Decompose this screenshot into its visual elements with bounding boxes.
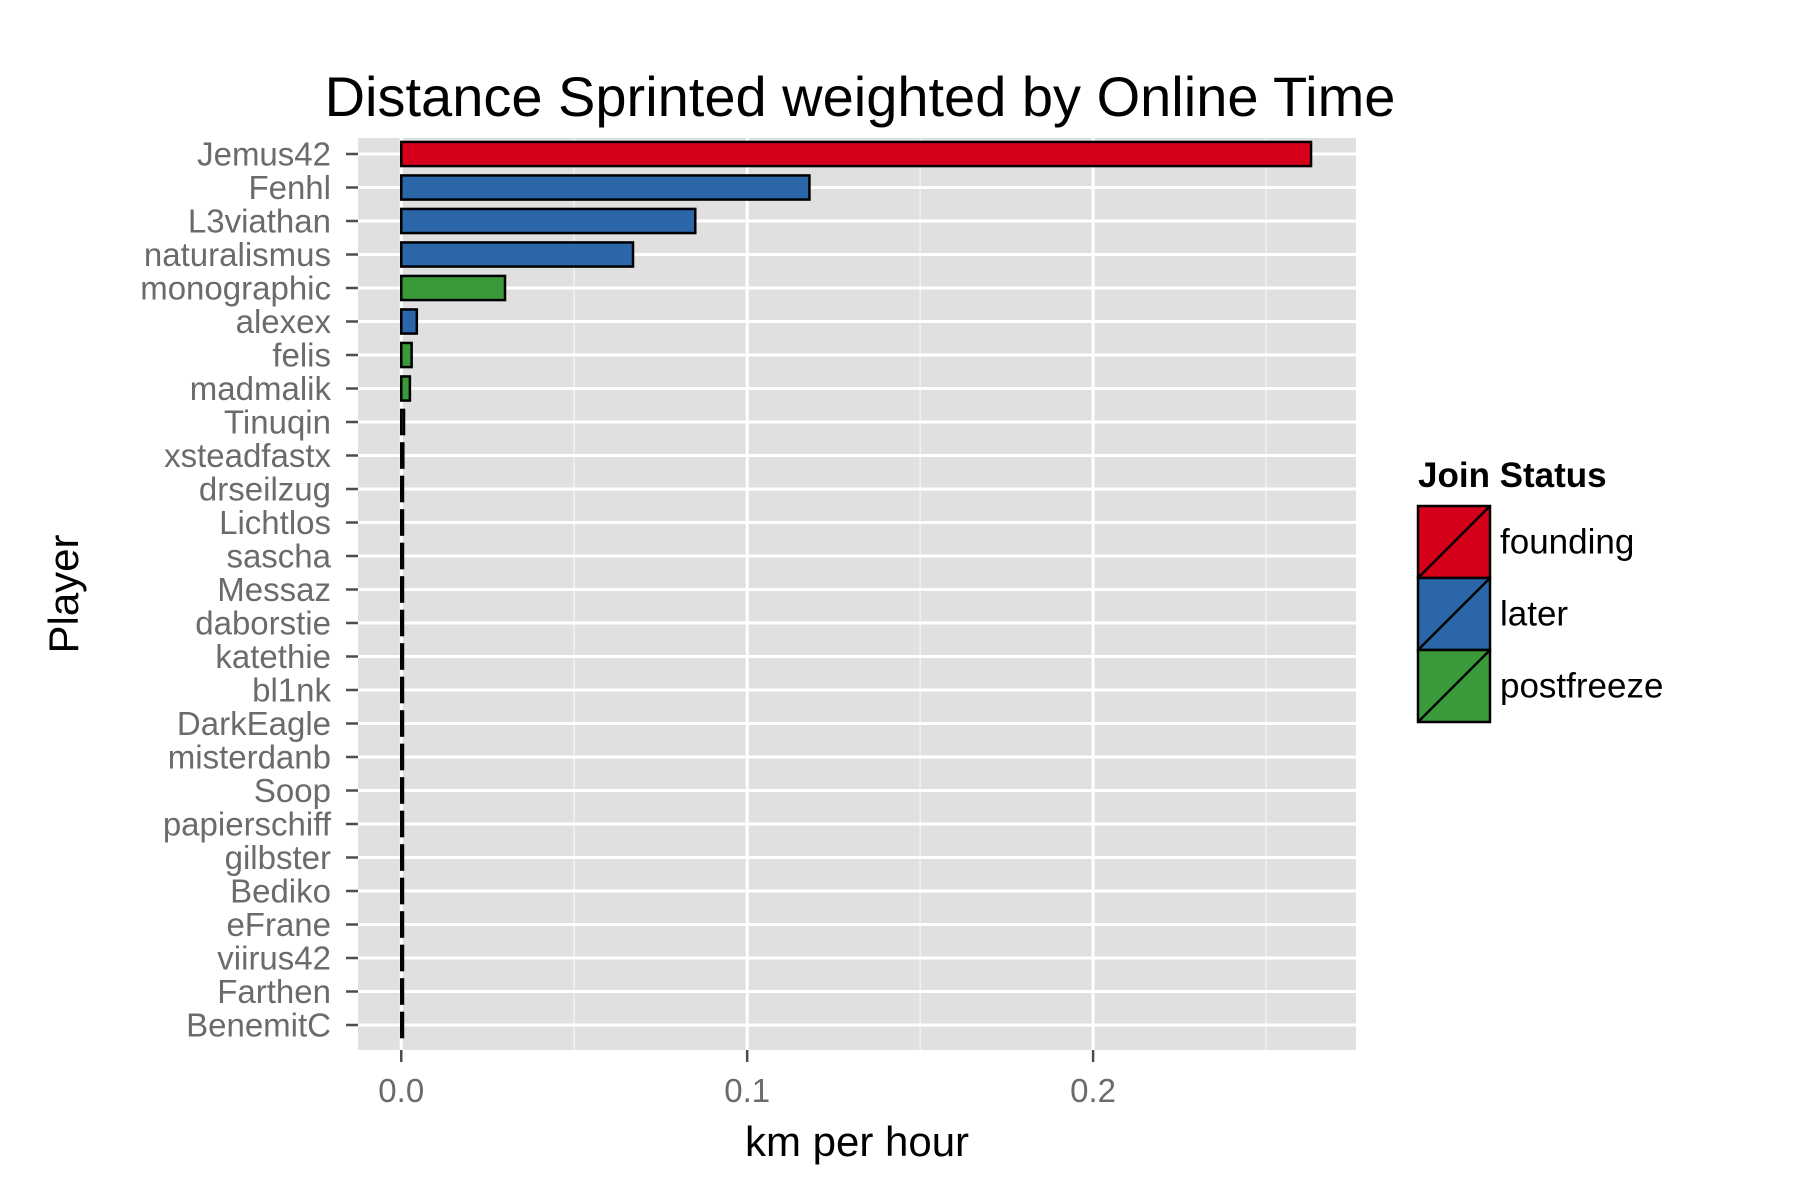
bar-drseilzug: [399, 475, 405, 503]
x-tick-label: 0.0: [378, 1072, 424, 1109]
bar-eFrane: [399, 911, 405, 938]
y-tick-label: misterdanb: [168, 739, 331, 776]
plot-panel: [358, 138, 1356, 1050]
grid-minor: [573, 138, 1267, 1050]
legend: Join Status founding later postfreeze: [1416, 456, 1663, 724]
bar-alexex: [399, 308, 419, 335]
y-tick-label: eFrane: [226, 906, 331, 943]
y-tick-label: bl1nk: [252, 672, 331, 709]
bar-misterdanb: [399, 743, 405, 771]
bar-madmalik: [399, 375, 412, 402]
legend-label-founding: founding: [1500, 523, 1634, 562]
bar-Lichtlos: [399, 509, 405, 536]
y-tick-label: monographic: [140, 270, 331, 307]
y-tick-label: Jemus42: [197, 136, 331, 173]
x-axis-title: km per hour: [745, 1118, 969, 1165]
bar-Fenhl: [399, 174, 811, 201]
bar-DarkEagle: [399, 710, 405, 737]
bar-Farthen: [399, 978, 405, 1005]
y-tick-label: BenemitC: [186, 1007, 331, 1044]
x-axis: 0.0 0.1 0.2: [378, 1050, 1116, 1109]
y-tick-label: felis: [272, 337, 331, 374]
legend-title: Join Status: [1418, 456, 1607, 495]
bar-BenemitC: [399, 1011, 405, 1039]
bar-Soop: [399, 777, 405, 804]
y-tick-label: drseilzug: [199, 471, 331, 508]
y-tick-label: daborstie: [195, 605, 331, 642]
legend-label-postfreeze: postfreeze: [1500, 667, 1663, 706]
y-tick-label: katethie: [215, 638, 331, 675]
y-axis: Jemus42FenhlL3viathannaturalismusmonogra…: [140, 136, 358, 1044]
y-tick-label: papierschiff: [163, 806, 332, 843]
bar-xsteadfastx: [399, 442, 405, 469]
bar-felis: [399, 341, 413, 369]
y-tick-label: viirus42: [217, 940, 331, 977]
bar-daborstie: [399, 609, 405, 637]
bar-Jemus42: [399, 140, 1313, 168]
bar-papierschiff: [399, 810, 405, 838]
legend-key-slash: [1417, 577, 1491, 651]
y-tick-label: sascha: [226, 538, 331, 575]
bars: [399, 140, 1313, 1039]
x-tick-label: 0.1: [724, 1072, 770, 1109]
bar-naturalismus: [399, 241, 635, 268]
bar-L3viathan: [399, 207, 697, 235]
legend-key-slash: [1417, 649, 1491, 723]
bar-Tinuqin: [399, 408, 406, 436]
y-tick-label: madmalik: [190, 370, 332, 407]
y-tick-label: xsteadfastx: [164, 437, 331, 474]
grid-major: [358, 138, 1356, 1050]
y-tick-label: alexex: [236, 303, 332, 340]
bar-bl1nk: [399, 676, 405, 704]
legend-label-later: later: [1500, 595, 1568, 634]
bar-katethie: [399, 643, 405, 670]
y-tick-label: Tinuqin: [224, 404, 331, 441]
bar-Bediko: [399, 877, 405, 905]
bar-viirus42: [399, 944, 405, 972]
chart-title: Distance Sprinted weighted by Online Tim…: [325, 65, 1396, 128]
y-tick-label: Messaz: [217, 571, 331, 608]
y-tick-label: DarkEagle: [177, 705, 331, 742]
x-tick-label: 0.2: [1070, 1072, 1116, 1109]
y-tick-label: L3viathan: [188, 203, 331, 240]
y-tick-label: gilbster: [225, 839, 331, 876]
y-axis-title: Player: [40, 534, 87, 653]
y-tick-label: Farthen: [217, 973, 331, 1010]
bar-monographic: [399, 274, 507, 302]
y-tick-label: Fenhl: [248, 169, 331, 206]
bar-gilbster: [399, 844, 405, 871]
bar-sascha: [399, 542, 405, 570]
y-tick-label: naturalismus: [144, 236, 331, 273]
y-tick-label: Bediko: [230, 873, 331, 910]
y-tick-label: Soop: [254, 772, 331, 809]
y-tick-label: Lichtlos: [219, 504, 331, 541]
legend-key-slash: [1417, 505, 1491, 579]
bar-Messaz: [399, 576, 405, 603]
